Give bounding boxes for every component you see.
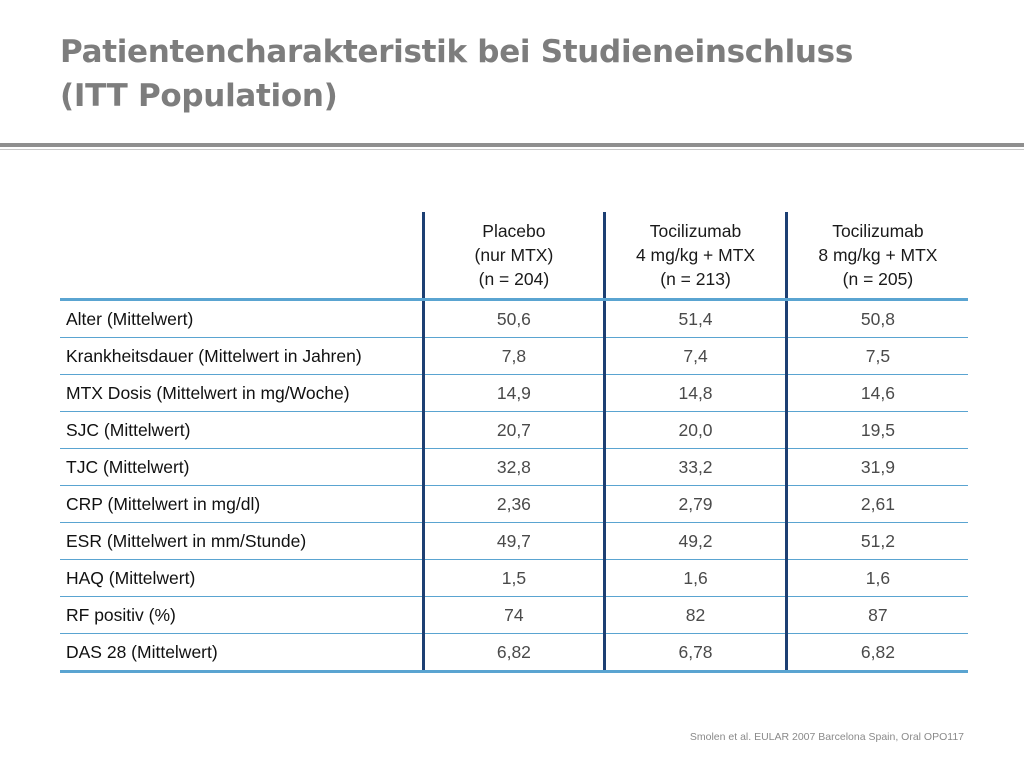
table-row: MTX Dosis (Mittelwert in mg/Woche) 14,9 …: [60, 374, 968, 412]
column-header-placebo: Placebo (nur MTX) (n = 204): [421, 212, 605, 301]
column-header-line: (nur MTX): [474, 245, 554, 265]
row-label: HAQ (Mittelwert): [60, 559, 424, 597]
slide-title: Patientencharakteristik bei Studieneinsc…: [60, 30, 960, 118]
column-header-tocilizumab-4mg: Tocilizumab 4 mg/kg + MTX (n = 213): [603, 212, 787, 301]
row-label: RF positiv (%): [60, 596, 424, 634]
cell-value: 1,6: [603, 559, 787, 597]
cell-value: 2,79: [603, 485, 787, 523]
row-label: SJC (Mittelwert): [60, 411, 424, 449]
column-header-line: Tocilizumab: [832, 221, 924, 241]
column-header-tocilizumab-8mg: Tocilizumab 8 mg/kg + MTX (n = 205): [784, 212, 968, 301]
slide-title-line-1: Patientencharakteristik bei Studieneinsc…: [60, 34, 853, 70]
row-label: Alter (Mittelwert): [60, 299, 424, 338]
cell-value: 1,6: [784, 559, 968, 597]
cell-value: 33,2: [603, 448, 787, 486]
column-header-line: Tocilizumab: [649, 221, 742, 241]
title-divider-shadow: [0, 149, 1024, 150]
cell-value: 20,0: [603, 411, 787, 449]
slide-title-line-2: (ITT Population): [60, 78, 338, 114]
cell-value: 2,36: [421, 485, 605, 523]
column-header-line: Placebo: [482, 221, 546, 241]
table-row: SJC (Mittelwert) 20,7 20,0 19,5: [60, 411, 968, 449]
cell-value: 7,8: [421, 337, 605, 375]
cell-value: 14,8: [603, 374, 787, 412]
cell-value: 2,61: [784, 485, 968, 523]
row-label: DAS 28 (Mittelwert): [60, 633, 424, 673]
table-row: DAS 28 (Mittelwert) 6,82 6,78 6,82: [60, 633, 968, 673]
cell-value: 1,5: [421, 559, 605, 597]
cell-value: 82: [603, 596, 787, 634]
row-label: ESR (Mittelwert in mm/Stunde): [60, 522, 424, 560]
title-divider: [0, 143, 1024, 147]
cell-value: 14,9: [421, 374, 605, 412]
column-header-line: 8 mg/kg + MTX: [818, 245, 938, 265]
table-body: Alter (Mittelwert) 50,6 51,4 50,8 Krankh…: [60, 299, 968, 673]
patient-characteristics-table: Placebo (nur MTX) (n = 204) Tocilizumab …: [60, 212, 968, 673]
cell-value: 6,78: [603, 633, 787, 673]
row-label: MTX Dosis (Mittelwert in mg/Woche): [60, 374, 424, 412]
column-header-line: (n = 213): [660, 269, 731, 289]
table-row: Alter (Mittelwert) 50,6 51,4 50,8: [60, 299, 968, 338]
cell-value: 74: [421, 596, 605, 634]
table-header-row: Placebo (nur MTX) (n = 204) Tocilizumab …: [60, 212, 968, 301]
column-header-line: (n = 205): [842, 269, 914, 289]
table-header: Placebo (nur MTX) (n = 204) Tocilizumab …: [60, 212, 968, 301]
cell-value: 6,82: [421, 633, 605, 673]
header-corner-cell: [60, 212, 424, 301]
column-header-line: 4 mg/kg + MTX: [635, 245, 756, 265]
row-label: CRP (Mittelwert in mg/dl): [60, 485, 424, 523]
cell-value: 51,2: [784, 522, 968, 560]
cell-value: 20,7: [421, 411, 605, 449]
table-row: RF positiv (%) 74 82 87: [60, 596, 968, 634]
table-row: CRP (Mittelwert in mg/dl) 2,36 2,79 2,61: [60, 485, 968, 523]
cell-value: 7,5: [784, 337, 968, 375]
row-label: Krankheitsdauer (Mittelwert in Jahren): [60, 337, 424, 375]
cell-value: 32,8: [421, 448, 605, 486]
table-row: HAQ (Mittelwert) 1,5 1,6 1,6: [60, 559, 968, 597]
cell-value: 19,5: [784, 411, 968, 449]
cell-value: 31,9: [784, 448, 968, 486]
cell-value: 49,2: [603, 522, 787, 560]
table-row: ESR (Mittelwert in mm/Stunde) 49,7 49,2 …: [60, 522, 968, 560]
cell-value: 6,82: [784, 633, 968, 673]
cell-value: 50,8: [784, 299, 968, 338]
cell-value: 50,6: [421, 299, 605, 338]
table-row: Krankheitsdauer (Mittelwert in Jahren) 7…: [60, 337, 968, 375]
source-citation: Smolen et al. EULAR 2007 Barcelona Spain…: [689, 731, 964, 743]
row-label: TJC (Mittelwert): [60, 448, 424, 486]
table-row: TJC (Mittelwert) 32,8 33,2 31,9: [60, 448, 968, 486]
cell-value: 7,4: [603, 337, 787, 375]
column-header-line: (n = 204): [478, 269, 550, 289]
cell-value: 14,6: [784, 374, 968, 412]
cell-value: 87: [784, 596, 968, 634]
cell-value: 51,4: [603, 299, 787, 338]
cell-value: 49,7: [421, 522, 605, 560]
